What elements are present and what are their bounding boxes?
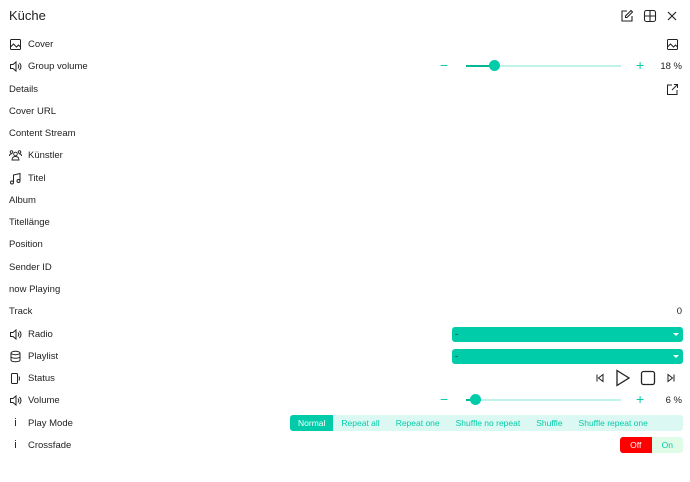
label: Details — [9, 83, 39, 95]
speaker-icon — [10, 60, 22, 72]
image-icon — [10, 38, 21, 50]
play-mode-normal[interactable]: Normal — [290, 415, 334, 431]
external-link-icon[interactable] — [666, 83, 679, 96]
edit-icon[interactable] — [620, 9, 634, 23]
label: Track — [9, 305, 33, 317]
database-icon — [10, 350, 21, 362]
slider-thumb[interactable] — [470, 394, 482, 405]
radio-select[interactable]: - — [452, 326, 683, 342]
info-icon: i — [14, 416, 17, 429]
label: now Playing — [9, 283, 61, 295]
row-group-volume: Group volume − + 18 % — [0, 55, 690, 77]
music-note-icon — [10, 172, 21, 184]
plus-icon[interactable]: + — [636, 391, 645, 407]
crossfade-off[interactable]: Off — [620, 437, 652, 453]
people-icon — [9, 149, 22, 160]
minus-icon[interactable]: − — [440, 391, 449, 407]
play-mode-shuffle[interactable]: Shuffle — [536, 418, 563, 428]
play-mode-shuffle-no-repeat[interactable]: Shuffle no repeat — [455, 418, 521, 428]
crossfade-toggle: Off On — [620, 437, 683, 453]
play-mode-shuffle-repeat-one[interactable]: Shuffle repeat one — [578, 418, 648, 428]
close-icon[interactable] — [665, 9, 679, 23]
row-duration: Titellänge — [0, 211, 690, 233]
skip-next-icon[interactable] — [666, 373, 676, 383]
minus-icon[interactable]: − — [440, 57, 449, 73]
caret-down-icon — [673, 332, 679, 336]
plus-icon[interactable]: + — [636, 57, 645, 73]
row-status: Status — [0, 367, 690, 389]
row-radio: Radio - — [0, 323, 690, 345]
volume-value: 6 % — [665, 394, 682, 406]
slider-thumb[interactable] — [488, 60, 500, 71]
row-position: Position — [0, 233, 690, 255]
label: Status — [28, 372, 55, 384]
volume-slider[interactable]: − + — [436, 389, 656, 411]
label: Crossfade — [28, 439, 72, 451]
row-crossfade: i Crossfade Off On — [0, 434, 690, 456]
row-playlist: Playlist - — [0, 345, 690, 367]
playlist-select[interactable]: - — [452, 348, 683, 364]
label: Sender ID — [9, 261, 52, 273]
label: Titel — [28, 172, 46, 184]
selected-value: - — [455, 350, 458, 361]
group-volume-value: 18 % — [660, 60, 682, 72]
row-track: Track 0 — [0, 300, 690, 322]
row-title: Titel — [0, 167, 690, 189]
image-icon[interactable] — [666, 38, 679, 51]
label: Volume — [28, 394, 60, 406]
info-icon: i — [14, 438, 17, 451]
row-details: Details — [0, 78, 690, 100]
label: Cover URL — [9, 105, 56, 117]
label: Play Mode — [28, 417, 73, 429]
group-volume-slider[interactable]: − + — [436, 55, 656, 77]
label: Playlist — [28, 350, 59, 362]
row-cover-url: Cover URL — [0, 100, 690, 122]
row-station-id: Sender ID — [0, 256, 690, 278]
label: Album — [9, 194, 36, 206]
label: Radio — [28, 328, 53, 340]
label: Künstler — [28, 149, 63, 161]
page-title: Küche — [9, 8, 46, 23]
label: Titellänge — [9, 216, 50, 228]
speaker-icon — [10, 328, 22, 340]
phone-sound-icon — [11, 372, 20, 384]
crossfade-on[interactable]: On — [651, 437, 683, 453]
grid-icon[interactable] — [643, 9, 657, 23]
skip-previous-icon[interactable] — [595, 373, 605, 383]
row-artist: Künstler — [0, 144, 690, 166]
caret-down-icon — [673, 354, 679, 358]
track-value: 0 — [676, 305, 682, 317]
row-volume: Volume − + 6 % — [0, 389, 690, 411]
selected-value: - — [455, 328, 458, 339]
stop-icon[interactable] — [640, 370, 656, 386]
row-cover: Cover — [0, 33, 690, 55]
play-mode-repeat-all[interactable]: Repeat all — [341, 418, 380, 428]
label: Content Stream — [9, 127, 76, 139]
row-album: Album — [0, 189, 690, 211]
row-play-mode: i Play Mode Normal Repeat all Repeat one … — [0, 412, 690, 434]
speaker-icon — [10, 394, 22, 406]
row-content-stream: Content Stream — [0, 122, 690, 144]
play-mode-toggle: Normal Repeat all Repeat one Shuffle no … — [290, 415, 683, 431]
label: Group volume — [28, 60, 88, 72]
label: Position — [9, 238, 43, 250]
label: Cover — [28, 38, 54, 50]
play-mode-repeat-one[interactable]: Repeat one — [395, 418, 440, 428]
row-now-playing: now Playing — [0, 278, 690, 300]
play-icon[interactable] — [615, 369, 631, 387]
